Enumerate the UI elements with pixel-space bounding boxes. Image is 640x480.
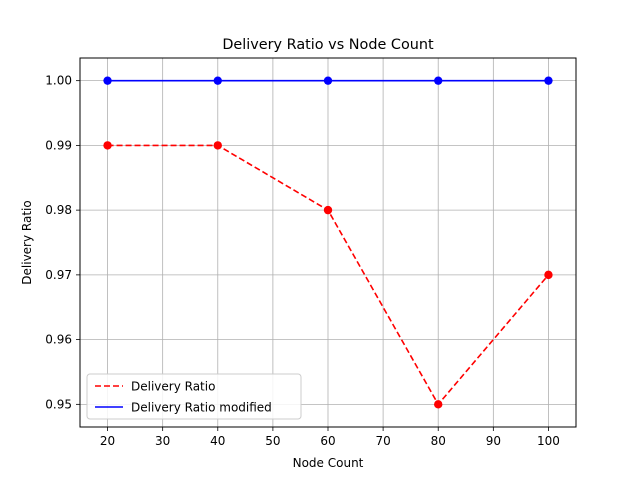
y-axis-label: Delivery Ratio (20, 200, 34, 284)
x-tick-label: 100 (537, 434, 560, 448)
x-tick-label: 80 (431, 434, 446, 448)
x-tick-label: 40 (210, 434, 225, 448)
data-point (544, 76, 553, 85)
x-tick-label: 30 (155, 434, 170, 448)
data-point (544, 270, 553, 280)
y-tick-label: 0.97 (45, 268, 72, 282)
y-tick-label: 0.95 (45, 397, 72, 411)
y-tick-label: 1.00 (45, 74, 72, 88)
x-tick-label: 20 (100, 434, 115, 448)
legend-label-1: Delivery Ratio modified (131, 401, 272, 415)
legend-label-0: Delivery Ratio (131, 380, 215, 394)
x-tick-label: 70 (375, 434, 390, 448)
data-point (434, 76, 443, 85)
x-tick-label: 50 (265, 434, 280, 448)
chart-title: Delivery Ratio vs Node Count (222, 37, 434, 53)
data-point (434, 400, 443, 409)
legend-box (86, 373, 302, 420)
x-tick-label: 90 (486, 434, 501, 448)
legend: Delivery Ratio Delivery Ratio modified (86, 373, 302, 420)
data-point (103, 76, 112, 85)
ticks: 20 30 40 50 60 70 80 90 100 0.95 0.96 0.97 0.98 0.99 1… (45, 74, 560, 448)
x-tick-label: 60 (320, 434, 335, 448)
data-point (103, 141, 112, 150)
series-layer (103, 76, 553, 409)
x-axis-label: Node Count (293, 456, 364, 470)
y-tick-label: 0.96 (45, 333, 72, 347)
data-point (213, 141, 222, 150)
data-point (213, 76, 222, 85)
y-tick-label: 0.98 (45, 203, 72, 217)
data-point (323, 205, 333, 215)
data-point (323, 76, 333, 85)
y-tick-label: 0.99 (45, 138, 72, 152)
